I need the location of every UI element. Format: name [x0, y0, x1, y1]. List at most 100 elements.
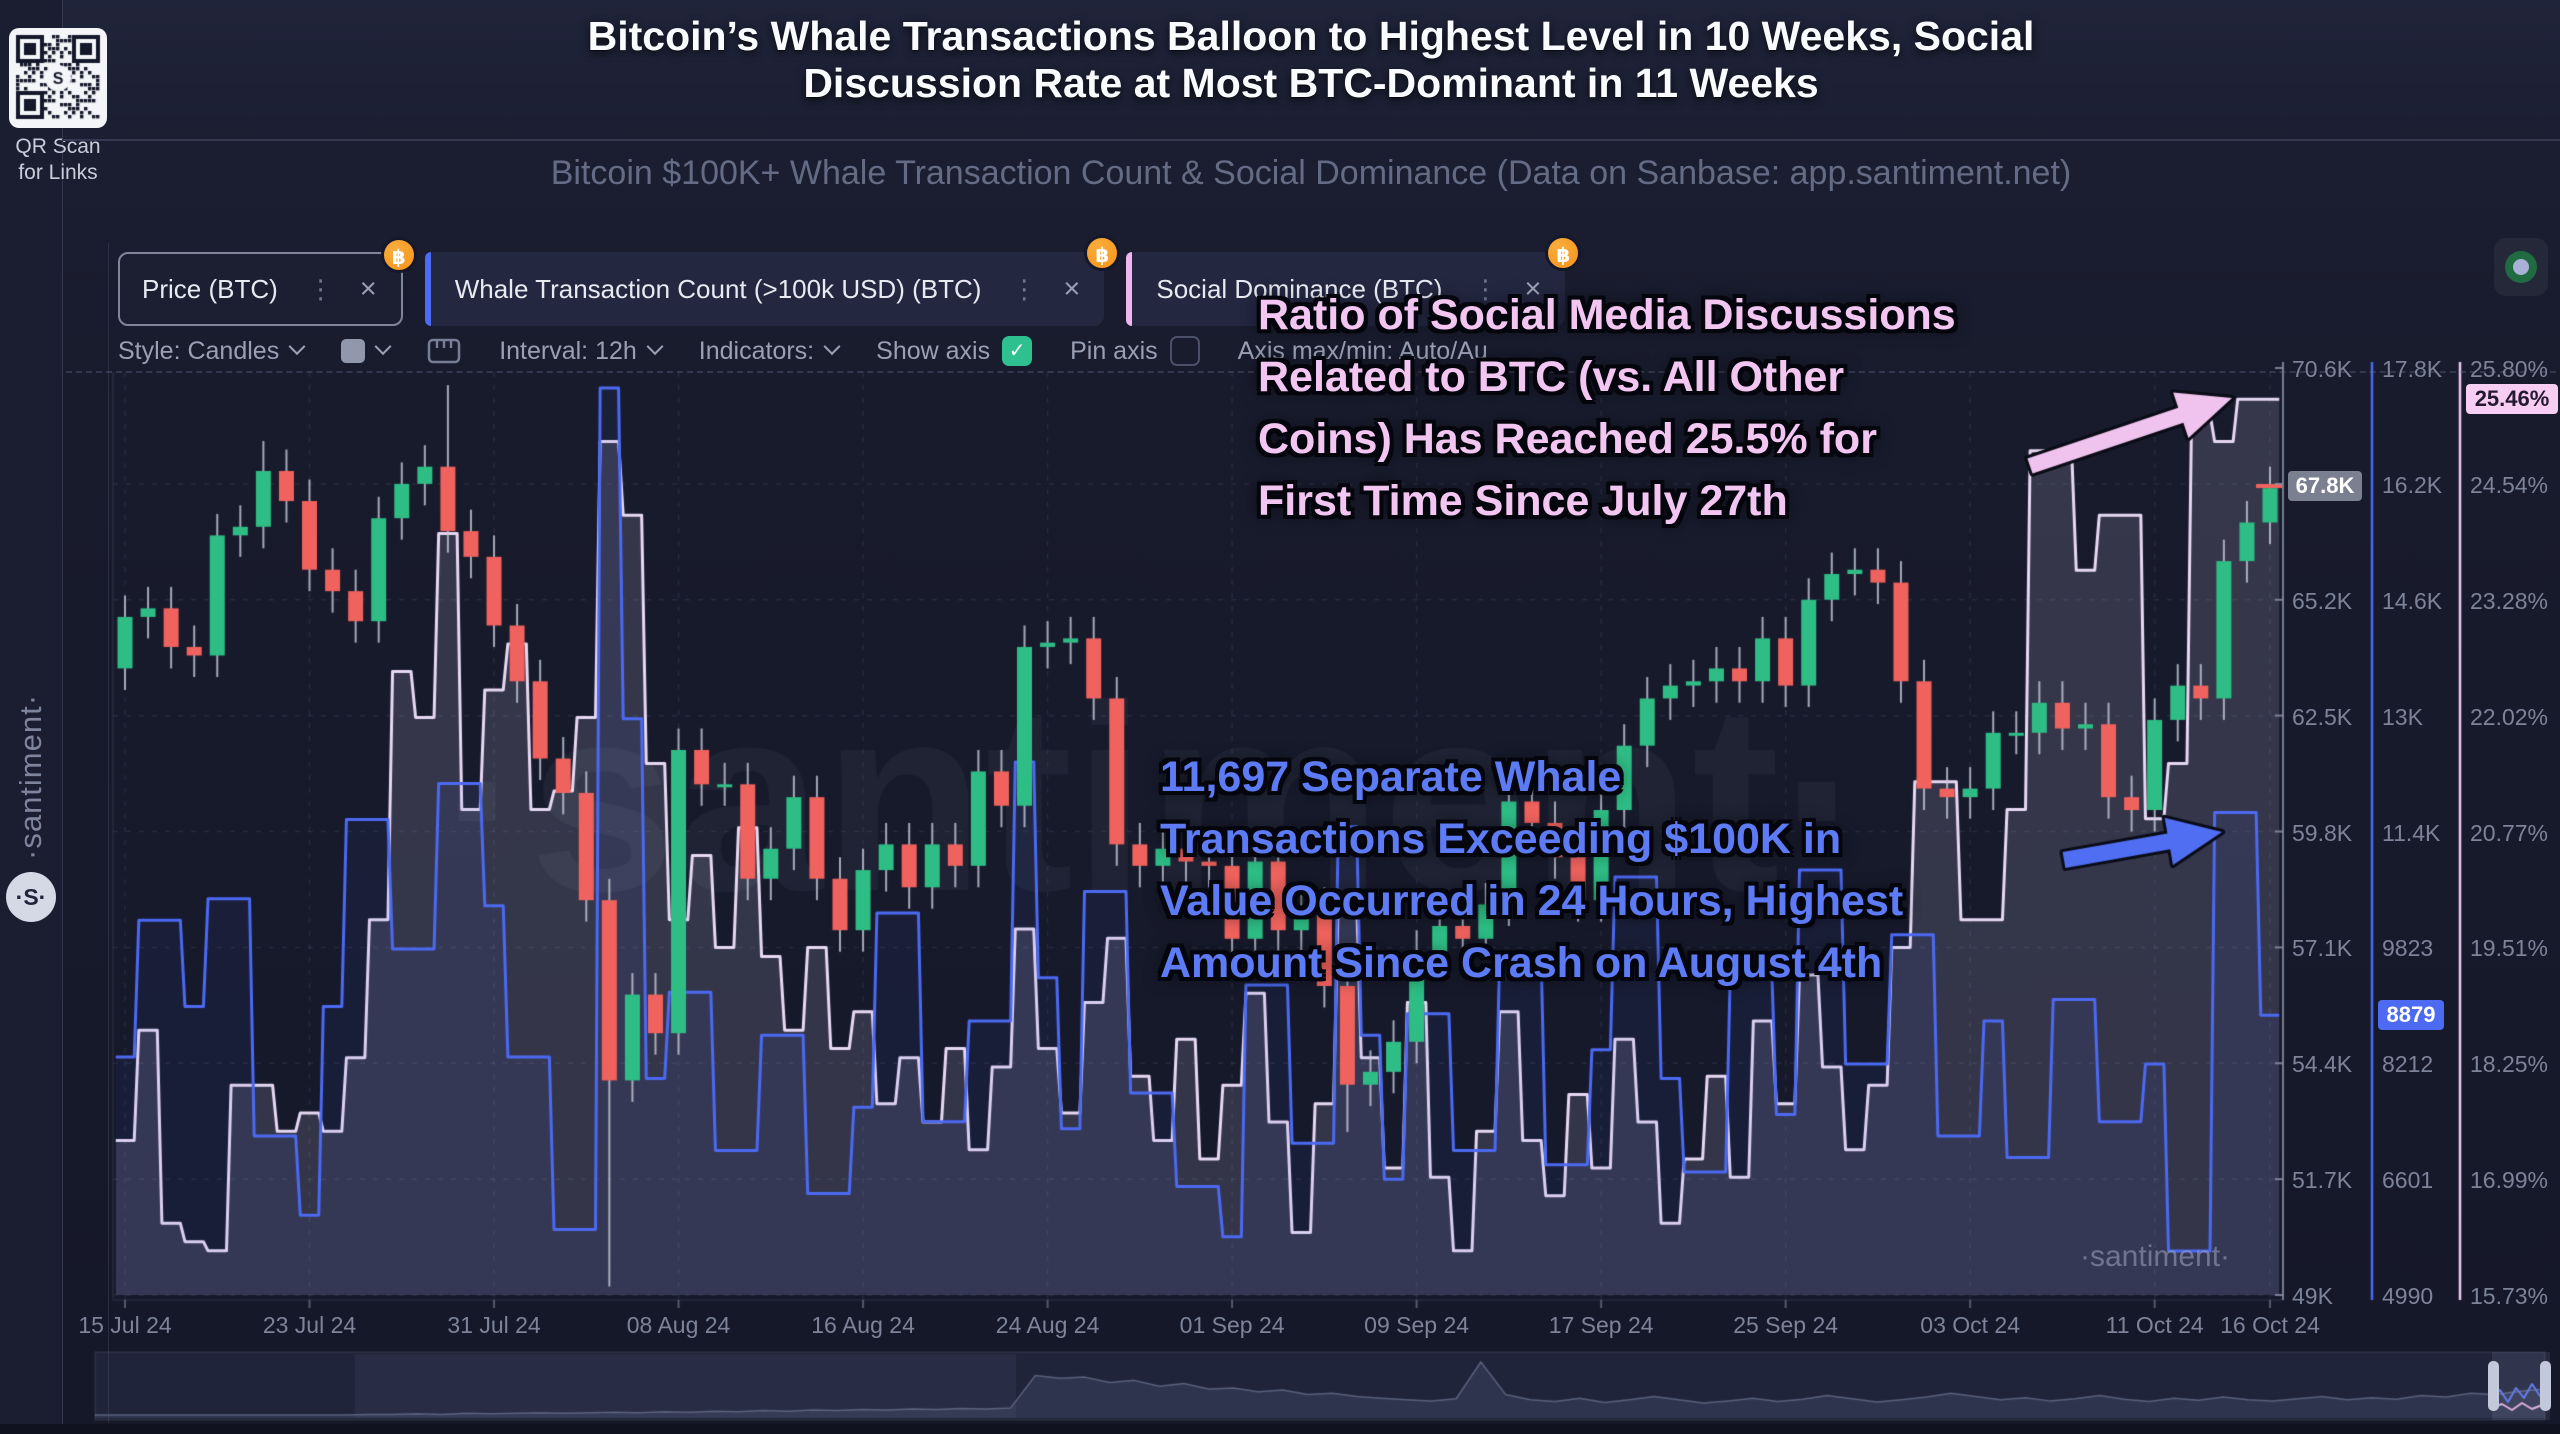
y-axis-tick-label: 57.1K — [2292, 935, 2353, 962]
close-icon[interactable]: × — [359, 273, 377, 305]
tab-social-label: Social Dominance (BTC) — [1156, 273, 1443, 304]
chevron-down-icon — [374, 338, 392, 356]
y-axis-tick-label: 22.02% — [2470, 703, 2549, 730]
pin-axis-toggle[interactable]: Pin axis — [1070, 336, 1200, 366]
y-axis-tick-label: 59.8K — [2292, 819, 2353, 846]
y-axis-tick-label: 15.73% — [2470, 1283, 2549, 1309]
y-axis-tick-label: 54.4K — [2292, 1051, 2353, 1078]
page-header: Bitcoin’s Whale Transactions Balloon to … — [62, 0, 2560, 107]
santiment-logo: ·S· — [6, 872, 56, 922]
tab-price-label: Price (BTC) — [142, 273, 278, 304]
y-axis-tick-label: 24.54% — [2470, 471, 2549, 498]
y-axis-tick-label: 13K — [2382, 703, 2423, 730]
tab-accent-bar — [424, 252, 431, 326]
indicators-label: Indicators: — [698, 336, 815, 365]
y-axis-tick-label: 9823 — [2382, 935, 2434, 962]
bitcoin-badge-icon: ฿ — [1084, 235, 1121, 271]
close-icon[interactable]: × — [1524, 273, 1542, 305]
chevron-down-icon — [646, 338, 664, 356]
toolbar-divider — [66, 371, 2556, 373]
left-sidebar: ·santiment· ·S· — [0, 0, 63, 1434]
x-axis-tick-label: 24 Aug 24 — [995, 1312, 1100, 1338]
x-axis-tick-label: 01 Sep 24 — [1179, 1312, 1285, 1338]
chart-toolbar: Style: Candles Interval: 12h Indicators:… — [118, 336, 1488, 366]
x-axis-tick-label: 11 Oct 24 — [2105, 1312, 2204, 1338]
y-axis-tick-label: 25.80% — [2470, 356, 2549, 382]
axis-maxmin-setting[interactable]: Axis max/min: Auto/Au — [1238, 337, 1488, 366]
kebab-menu-icon[interactable]: ⋮ — [307, 274, 334, 304]
price-current-value-badge: 67.8K — [2288, 471, 2362, 502]
live-dot-icon — [2513, 259, 2529, 275]
tab-social-dominance[interactable]: Social Dominance (BTC) ⋮ × ฿ — [1126, 235, 1582, 326]
x-axis-tick-label: 31 Jul 24 — [447, 1312, 541, 1338]
x-axis-tick-label: 16 Oct 24 — [2220, 1312, 2320, 1338]
y-axis-tick-label: 16.2K — [2382, 471, 2443, 498]
social-current-value-badge: 25.46% — [2466, 384, 2558, 415]
social-dominance-annotation: Ratio of Social Media Discussions Relate… — [1258, 291, 1956, 525]
y-axis-tick-label: 70.6K — [2292, 356, 2353, 382]
show-axis-toggle[interactable]: Show axis ✓ — [876, 336, 1033, 366]
y-axis-tick-label: 62.5K — [2292, 703, 2353, 730]
show-axis-label: Show axis — [876, 336, 991, 365]
kebab-menu-icon[interactable]: ⋮ — [1011, 274, 1038, 304]
style-label: Style: Candles — [118, 336, 280, 365]
tab-whale-transaction-count[interactable]: Whale Transaction Count (>100k USD) (BTC… — [424, 235, 1121, 326]
interval-dropdown[interactable]: Interval: 12h — [499, 336, 664, 366]
qr-code — [9, 28, 107, 128]
indicators-dropdown[interactable]: Indicators: — [698, 336, 841, 366]
minimap-handle-left[interactable] — [2488, 1361, 2499, 1411]
x-axis-tick-label: 25 Sep 24 — [1733, 1312, 1839, 1338]
santiment-watermark-small: ·santiment· — [2080, 1240, 2231, 1273]
santiment-vertical-brand: ·santiment· — [13, 693, 48, 860]
y-axis-tick-label: 65.2K — [2292, 587, 2353, 614]
page-title-line1: Bitcoin’s Whale Transactions Balloon to … — [587, 13, 2035, 59]
show-axis-checkbox[interactable]: ✓ — [1002, 336, 1033, 366]
y-axis-tick-label: 14.6K — [2382, 587, 2443, 614]
y-axis-tick-label: 49K — [2292, 1283, 2333, 1309]
close-icon[interactable]: × — [1063, 273, 1081, 305]
y-axis-tick-label: 8212 — [2382, 1051, 2434, 1078]
x-axis-tick-label: 08 Aug 24 — [626, 1312, 731, 1338]
minimap-handle-right[interactable] — [2540, 1361, 2551, 1411]
page-subtitle: Bitcoin $100K+ Whale Transaction Count &… — [550, 154, 2072, 192]
x-axis-tick-label: 16 Aug 24 — [811, 1312, 915, 1338]
y-axis-tick-label: 6601 — [2382, 1167, 2434, 1194]
header-divider — [62, 139, 2560, 141]
x-axis-tick-label: 23 Jul 24 — [262, 1312, 357, 1338]
x-axis-tick-label: 03 Oct 24 — [1920, 1312, 2021, 1338]
ruler-icon — [427, 338, 461, 364]
x-axis-tick-label: 09 Sep 24 — [1364, 1312, 1470, 1338]
pin-axis-label: Pin axis — [1070, 336, 1158, 365]
y-axis-tick-label: 20.77% — [2470, 819, 2549, 846]
metric-tabs: Price (BTC) ⋮ × ฿ Whale Transaction Coun… — [118, 235, 1582, 326]
measure-tool-button[interactable] — [427, 338, 461, 364]
y-axis-tick-label: 17.8K — [2382, 356, 2443, 382]
pin-axis-checkbox[interactable] — [1169, 336, 1200, 366]
tab-whale-label: Whale Transaction Count (>100k USD) (BTC… — [454, 273, 982, 304]
style-dropdown[interactable]: Style: Candles — [118, 336, 306, 366]
y-axis-tick-label: 51.7K — [2292, 1167, 2353, 1194]
interval-label: Interval: 12h — [499, 336, 637, 365]
live-ring-icon — [2505, 251, 2537, 283]
color-swatch-dropdown[interactable] — [341, 338, 392, 363]
chevron-down-icon — [823, 338, 841, 356]
tab-accent-bar — [1126, 252, 1133, 326]
whale-current-value-badge: 8879 — [2378, 1000, 2444, 1031]
bitcoin-badge-icon: ฿ — [1545, 235, 1582, 271]
kebab-menu-icon[interactable]: ⋮ — [1472, 274, 1499, 304]
bottom-strip — [0, 1424, 2560, 1434]
chevron-down-icon — [288, 338, 306, 356]
y-axis-tick-label: 23.28% — [2470, 587, 2549, 614]
content-left-border — [108, 243, 109, 1423]
tab-price-btc[interactable]: Price (BTC) ⋮ × ฿ — [118, 237, 417, 326]
live-indicator-button[interactable] — [2494, 238, 2548, 296]
color-swatch — [341, 339, 366, 363]
whale-transactions-annotation: 11,697 Separate Whale Transactions Excee… — [1160, 753, 1904, 987]
x-axis-tick-label: 15 Jul 24 — [78, 1312, 172, 1338]
y-axis-tick-label: 4990 — [2382, 1283, 2434, 1309]
y-axis-tick-label: 16.99% — [2470, 1167, 2549, 1194]
y-axis-tick-label: 18.25% — [2470, 1051, 2549, 1078]
page-title-line2: Discussion Rate at Most BTC-Dominant in … — [803, 60, 1819, 106]
